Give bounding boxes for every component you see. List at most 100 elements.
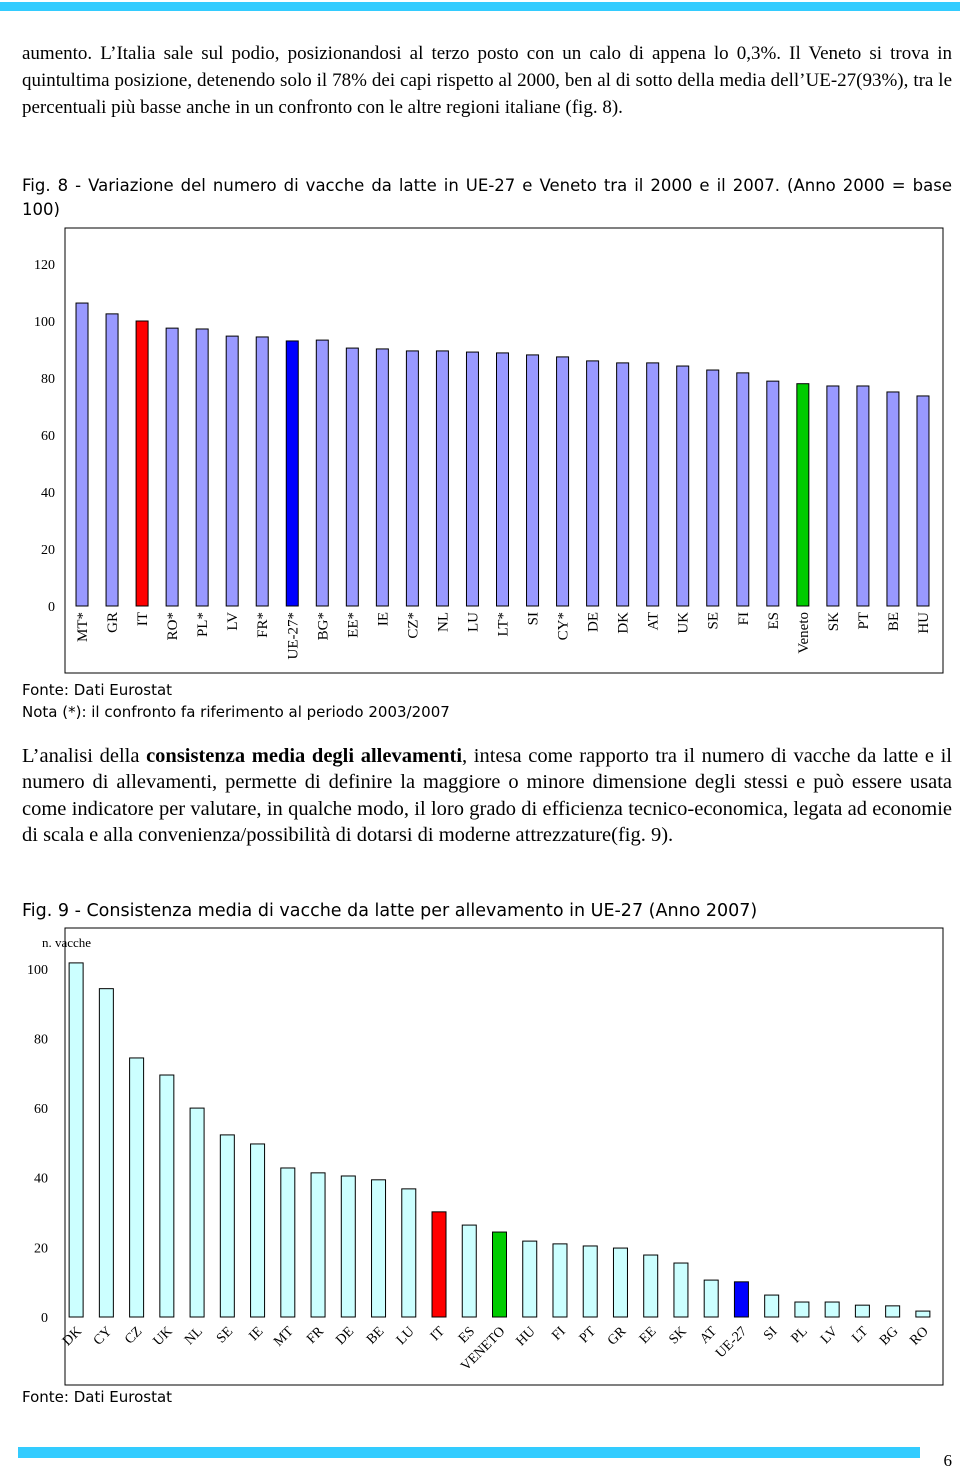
x-tick-label: HU	[916, 612, 932, 634]
x-tick-label: FR*	[255, 612, 271, 638]
y-tick-label: 100	[34, 315, 55, 330]
y-tick-label: 0	[41, 1311, 48, 1326]
bar	[165, 327, 179, 607]
x-tick-label: LV	[818, 1324, 841, 1347]
bottom-stripe	[18, 1447, 920, 1458]
bar	[225, 335, 239, 607]
x-tick-label: AT	[646, 612, 662, 630]
x-tick-label: ES	[766, 612, 782, 630]
y-tick-label: 80	[41, 372, 55, 387]
bar	[824, 1301, 840, 1318]
bar	[854, 1304, 870, 1318]
bar	[582, 1245, 598, 1318]
bar	[915, 1310, 931, 1318]
x-tick-label: Veneto	[796, 612, 812, 654]
bar	[129, 1057, 145, 1318]
bar	[676, 365, 690, 607]
x-tick-label: FI	[549, 1324, 569, 1344]
bar	[766, 380, 780, 607]
x-tick-label: CY	[91, 1324, 115, 1348]
x-tick-label: EE	[637, 1324, 660, 1347]
bar	[552, 1243, 568, 1318]
bar	[796, 383, 810, 607]
figure-caption: Fig. 9 - Consistenza media di vacche da …	[22, 901, 758, 921]
bar	[75, 302, 89, 607]
y-tick-label: 60	[34, 1102, 48, 1117]
x-tick-label: SE	[214, 1324, 236, 1346]
bar	[219, 1134, 235, 1318]
bar	[375, 348, 389, 607]
x-tick-label: MT	[271, 1324, 297, 1350]
chart-frame	[64, 227, 944, 674]
bar	[285, 340, 299, 607]
x-tick-label: DE	[586, 612, 602, 632]
bar	[916, 395, 930, 607]
x-tick-label: LT	[849, 1324, 871, 1346]
bar	[280, 1167, 296, 1318]
x-tick-label: DK	[60, 1324, 85, 1349]
bar	[310, 1172, 326, 1318]
bar	[405, 350, 419, 607]
source: Fonte: Dati Eurostat	[22, 1388, 173, 1406]
bar	[401, 1188, 417, 1318]
x-tick-label: SI	[526, 612, 542, 625]
x-tick-label: DE	[333, 1324, 357, 1348]
x-tick-label: CZ*	[405, 612, 421, 639]
x-tick-label: IE	[246, 1324, 266, 1344]
x-tick-label: LU	[394, 1324, 418, 1348]
bar	[135, 320, 149, 607]
x-tick-label: UE-27	[713, 1324, 750, 1361]
x-tick-label: UK	[676, 612, 692, 634]
bar	[706, 369, 720, 607]
bar	[492, 1231, 507, 1318]
bar	[105, 313, 119, 607]
x-tick-label: SI	[761, 1324, 781, 1344]
x-tick-label: SK	[667, 1324, 690, 1347]
bar	[612, 1247, 628, 1318]
bar	[646, 362, 660, 607]
bar	[250, 1143, 266, 1318]
x-tick-label: PL	[789, 1324, 811, 1346]
x-tick-label: DK	[616, 612, 632, 634]
bar	[195, 328, 209, 607]
y-tick-label: 80	[34, 1032, 48, 1047]
x-tick-label: LT*	[496, 612, 512, 636]
x-tick-label: PL*	[195, 612, 211, 637]
bar	[826, 385, 840, 607]
x-tick-label: IT	[135, 612, 151, 626]
bar	[340, 1175, 356, 1318]
x-tick-label: RO*	[165, 612, 181, 640]
bar	[886, 391, 900, 607]
y-tick-label: 60	[41, 429, 55, 444]
bar	[371, 1179, 387, 1318]
x-tick-label: UK	[151, 1324, 176, 1349]
y-tick-label: 0	[48, 600, 55, 615]
bar	[733, 1281, 749, 1318]
x-tick-label: BG*	[315, 612, 331, 640]
x-tick-label: PT	[856, 612, 872, 630]
y-tick-label: 40	[41, 486, 55, 501]
bar	[189, 1107, 205, 1318]
y-tick-label: 20	[41, 543, 55, 558]
x-tick-label: SE	[706, 612, 722, 630]
bar	[586, 360, 600, 607]
top-stripe	[0, 2, 960, 11]
y-tick-label: 40	[34, 1172, 48, 1187]
x-tick-label: BG	[877, 1324, 901, 1348]
bar	[885, 1305, 901, 1318]
source: Fonte: Dati Eurostat	[22, 681, 173, 699]
chart-frame	[64, 927, 944, 1386]
bar	[98, 988, 114, 1318]
x-tick-label: BE	[364, 1324, 387, 1347]
x-tick-label: LV	[225, 612, 241, 631]
x-tick-label: HU	[514, 1324, 539, 1349]
bar	[465, 351, 479, 607]
bar	[736, 372, 750, 607]
y-tick-label: 20	[34, 1241, 48, 1256]
bar	[764, 1294, 780, 1318]
paragraph: aumento. L’Italia sale sul podio, posizi…	[22, 43, 952, 118]
x-tick-label: NL	[435, 612, 451, 632]
bar	[435, 350, 449, 607]
